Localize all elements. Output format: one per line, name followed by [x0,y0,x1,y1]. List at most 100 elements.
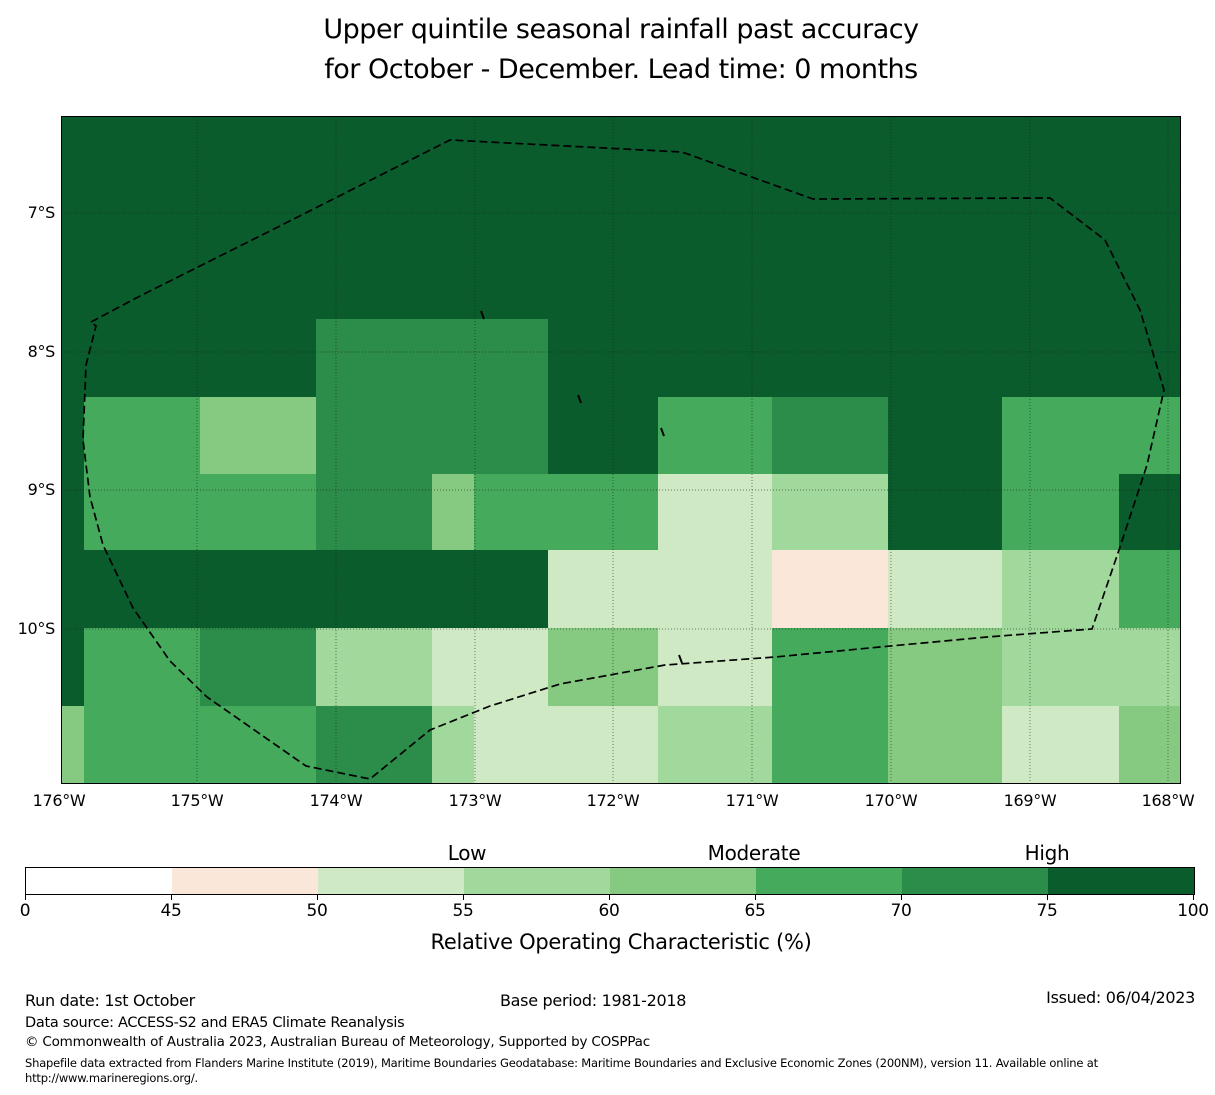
map-cell [84,628,200,706]
map-cell [658,397,772,474]
map-cell [474,474,548,550]
shapefile-note-text: Shapefile data extracted from Flanders M… [25,1056,1098,1070]
x-axis-tick-label: 176°W [32,791,86,810]
map-cell [1119,164,1180,241]
map-cell [316,164,432,241]
data-source-text: Data source: ACCESS-S2 and ERA5 Climate … [25,1015,405,1031]
y-axis-tick-label: 10°S [17,619,56,638]
map-cell [658,117,772,164]
page-title: Upper quintile seasonal rainfall past ac… [62,10,1180,90]
colorbar-segment-65-70 [756,868,902,894]
colorbar-band-label-moderate: Moderate [707,841,801,865]
map-cell [1002,474,1119,550]
map-overlay [62,117,1180,783]
colorbar-tick-label: 45 [160,901,182,921]
map-cell [432,628,474,706]
title-line-2: for October - December. Lead time: 0 mon… [324,54,918,85]
x-axis-tick-label: 174°W [309,791,363,810]
map-cell [548,706,658,783]
colorbar-segment-60-65 [610,868,756,894]
map-cell [62,550,84,628]
x-axis-tick-label: 170°W [864,791,918,810]
map-cell [62,706,84,783]
colorbar-tick-mark [755,895,756,900]
map-cell [772,241,888,319]
colorbar-tick-label: 60 [598,901,620,921]
y-axis-tick-label: 8°S [27,342,56,361]
map-cell [316,550,432,628]
map-cell [316,397,432,474]
map-cell [432,164,474,241]
x-axis-tick-label: 173°W [448,791,502,810]
run-date-text: Run date: 1st October [25,991,195,1010]
map-cell [432,397,474,474]
map-cell [658,319,772,397]
map-cell [888,474,1002,550]
island-mark [577,394,582,404]
map-cell [62,164,84,241]
map-cell [772,164,888,241]
map-cell [84,117,200,164]
title-line-1: Upper quintile seasonal rainfall past ac… [323,14,919,45]
map-cell [62,117,84,164]
map-cell [772,117,888,164]
map-cell [62,474,84,550]
colorbar-tick-mark [901,895,902,900]
colorbar-tick-label: 65 [744,901,766,921]
map-cell [200,706,316,783]
map-cell [548,397,658,474]
x-axis-tick-label: 169°W [1003,791,1057,810]
map-cell [432,550,474,628]
map-cell [474,164,548,241]
map-cell [1119,474,1180,550]
map-cell [888,241,1002,319]
map-cell [772,706,888,783]
colorbar-tick-mark [25,895,26,900]
map-cell [62,319,84,397]
map-cell [548,474,658,550]
map-cell [1119,241,1180,319]
map-cell [316,474,432,550]
map-cell [200,628,316,706]
map-cell [888,164,1002,241]
map-cell [1002,319,1119,397]
base-period-text: Base period: 1981-2018 [500,991,687,1010]
map-cell [658,550,772,628]
shapefile-url-text: http://www.marineregions.org/. [25,1071,198,1085]
map-cell [84,319,200,397]
map-cell [84,241,200,319]
colorbar-band-label-high: High [1024,841,1070,865]
copyright-text: © Commonwealth of Australia 2023, Austra… [25,1034,650,1050]
map-cell [316,319,432,397]
map-cell [1002,241,1119,319]
map-cell [1119,397,1180,474]
map-cell [474,397,548,474]
map-cell [1119,550,1180,628]
colorbar-tick-mark [463,895,464,900]
colorbar-tick-label: 100 [1177,901,1209,921]
map-cell [888,117,1002,164]
map-cell [1002,628,1119,706]
map-cell [474,117,548,164]
map-cell [62,241,84,319]
map-cell [84,397,200,474]
map-cell [772,397,888,474]
map-canvas [61,116,1181,784]
map-cell [316,628,432,706]
colorbar-segment-55-60 [464,868,610,894]
colorbar-segment-0-45 [26,868,172,894]
map-cell [200,164,316,241]
map-cell [1119,319,1180,397]
map-cell [474,628,548,706]
issued-date-text: Issued: 06/04/2023 [1046,988,1195,1007]
map-cell [658,241,772,319]
y-axis-tick-label: 9°S [27,480,56,499]
map-cell [772,474,888,550]
map-cell [432,474,474,550]
colorbar-band-label-low: Low [447,841,487,865]
map-cell [1119,628,1180,706]
map-cell [474,706,548,783]
map-cell [200,117,316,164]
map-cell [1119,706,1180,783]
